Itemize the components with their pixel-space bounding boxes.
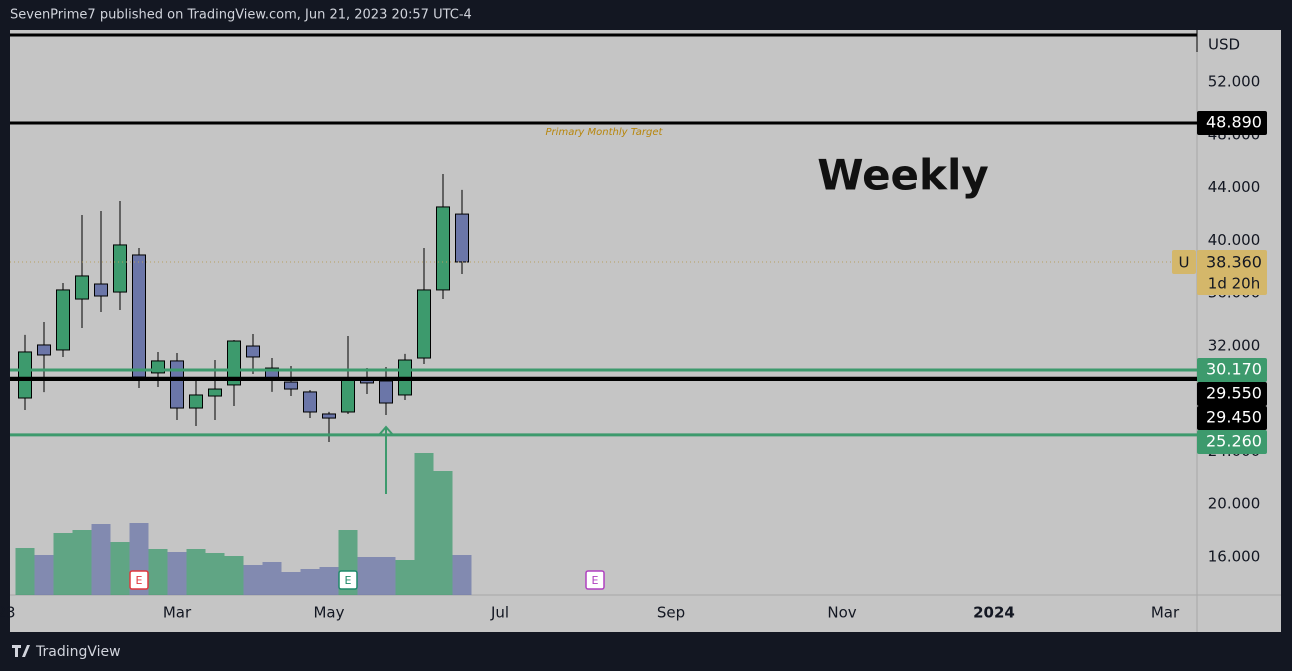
candle-body	[417, 289, 431, 359]
volume-bar	[395, 560, 415, 595]
candle-body	[227, 340, 241, 386]
volume-bar	[148, 549, 168, 595]
countdown: 1d 20h	[1208, 274, 1260, 292]
arrow	[378, 425, 394, 494]
candle-body	[284, 381, 298, 390]
price-label: 48.890	[1206, 113, 1262, 132]
symbol-label: U	[1179, 253, 1190, 271]
plot-background	[10, 30, 1281, 632]
event-marker	[129, 570, 149, 590]
candle-body	[208, 388, 222, 397]
x-tick-label: Nov	[827, 604, 856, 622]
volume-bar	[34, 555, 54, 595]
candle-body	[56, 289, 70, 351]
y-tick-label: 44.000	[1208, 178, 1261, 196]
volume-bar	[433, 471, 453, 595]
x-tick-label: Mar	[1151, 604, 1180, 622]
event-label: E	[136, 574, 143, 587]
volume-bar	[262, 562, 282, 595]
candle-body	[37, 344, 51, 356]
last-price-box	[1197, 249, 1267, 295]
y-tick-label: 40.000	[1208, 231, 1261, 249]
volume-bar	[452, 555, 472, 595]
price-label-box	[1197, 430, 1267, 455]
volume-bar	[414, 453, 434, 595]
event-marker	[585, 570, 605, 590]
volume-bar	[53, 533, 73, 595]
x-tick-label: 2024	[973, 604, 1015, 622]
volume-bar	[167, 552, 187, 595]
y-tick-label: 52.000	[1208, 72, 1261, 90]
currency: USD	[1208, 36, 1240, 54]
footer: TradingView	[35, 644, 121, 660]
symbol-box	[1172, 249, 1196, 274]
y-tick-label: 20.000	[1208, 495, 1261, 513]
candle-body	[246, 345, 260, 358]
x-tick-label: Sep	[657, 604, 685, 622]
event-marker	[338, 570, 358, 590]
event-label: E	[592, 574, 599, 587]
x-tick-label: 23	[0, 604, 16, 622]
volume-bar	[72, 530, 92, 595]
x-tick-label: May	[313, 604, 344, 622]
price-label-box	[1197, 406, 1267, 431]
price-label-box	[1197, 358, 1267, 383]
candle-body	[455, 213, 469, 263]
event-label: E	[345, 574, 352, 587]
header: SevenPrime7 published on TradingView.com…	[10, 8, 472, 23]
volume-bar	[319, 567, 339, 595]
candle-body	[436, 206, 450, 291]
last-price-label: 38.360	[1206, 252, 1262, 271]
price-label-box	[1197, 111, 1267, 136]
y-tick-label: 16.000	[1208, 547, 1261, 565]
price-label: 29.550	[1206, 384, 1262, 403]
title: Weekly	[817, 151, 989, 200]
candle-body	[341, 377, 355, 413]
y-tick-label: 32.000	[1208, 336, 1261, 354]
volume-bar	[281, 572, 301, 595]
x-tick-label: Jul	[490, 604, 509, 622]
candle-body	[75, 275, 89, 300]
candle-body	[379, 380, 393, 404]
candle-body	[170, 360, 184, 409]
annotation: Primary Monthly Target	[546, 127, 664, 138]
candle-body	[94, 283, 108, 297]
volume-bar	[224, 556, 244, 595]
volume-bar	[91, 524, 111, 595]
logo	[12, 645, 30, 657]
candle-body	[189, 394, 203, 409]
price-label: 25.260	[1206, 432, 1262, 451]
volume-bar	[110, 542, 130, 595]
volume-bar	[186, 549, 206, 595]
price-label: 30.170	[1206, 360, 1262, 379]
candle-body	[303, 391, 317, 413]
candle-body	[113, 244, 127, 293]
price-label-box	[1197, 382, 1267, 407]
candle-body	[322, 413, 336, 419]
price-label: 29.450	[1206, 408, 1262, 427]
x-tick-label: Mar	[163, 604, 192, 622]
candle-body	[18, 351, 32, 399]
volume-bar	[243, 565, 263, 595]
candle-body	[132, 254, 146, 378]
volume-bar	[205, 553, 225, 595]
volume-bar	[300, 569, 320, 595]
volume-bar	[357, 557, 377, 595]
volume-bar	[376, 557, 396, 595]
volume-bar	[15, 548, 35, 595]
